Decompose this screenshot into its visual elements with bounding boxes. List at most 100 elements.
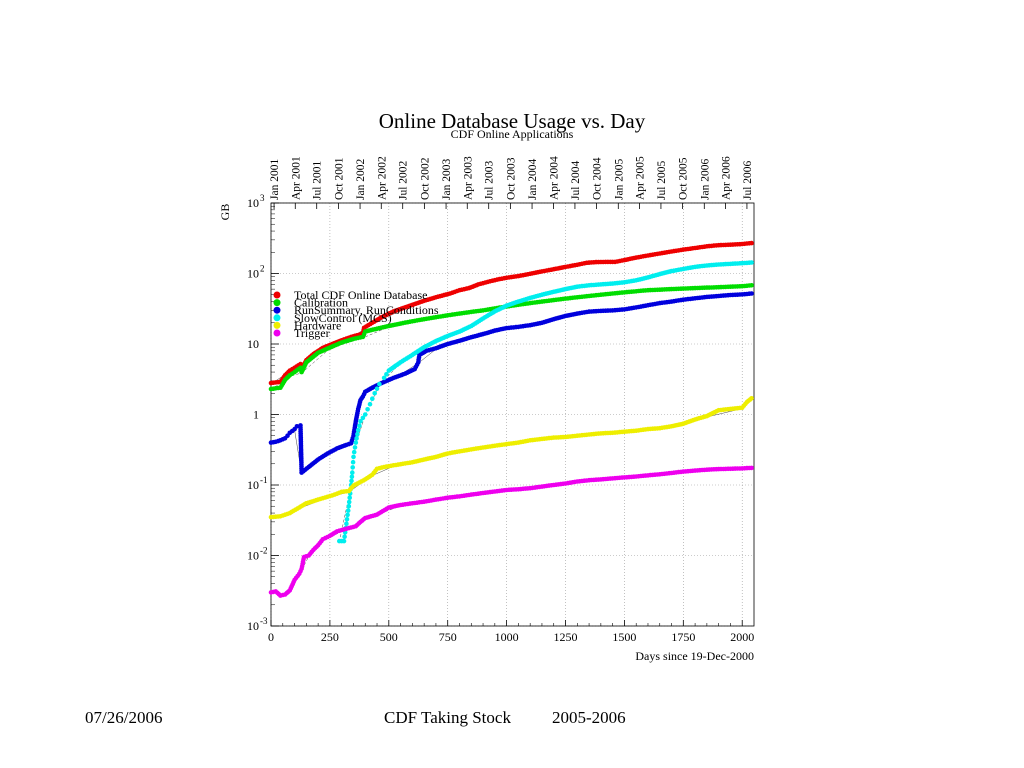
- y-tick-exponent: -2: [260, 546, 268, 556]
- top-axis-label: Jul 2001: [312, 160, 324, 200]
- series-3: [337, 260, 754, 544]
- data-point: [749, 396, 754, 401]
- top-axis-label: Apr 2003: [462, 156, 474, 200]
- top-axis-label: Jan 2004: [527, 159, 539, 200]
- top-axis-label: Oct 2003: [505, 157, 517, 200]
- data-point: [384, 372, 389, 377]
- data-point: [377, 381, 382, 387]
- data-point: [344, 517, 350, 522]
- legend-label: Total CDF Online Database: [294, 288, 427, 302]
- x-tick-label: 1000: [495, 630, 519, 644]
- top-axis-label: Jul 2005: [656, 160, 668, 200]
- x-tick-label: 250: [321, 630, 339, 644]
- data-point: [350, 465, 356, 470]
- data-point: [349, 478, 354, 484]
- x-tick-label: 2000: [730, 630, 754, 644]
- legend-marker: [273, 291, 281, 299]
- data-point: [350, 470, 355, 475]
- y-tick-exponent: 2: [260, 264, 265, 274]
- footer-date: 07/26/2006: [85, 708, 163, 727]
- data-point: [351, 454, 356, 460]
- x-tick-label: 1750: [671, 630, 695, 644]
- data-point: [374, 386, 380, 392]
- series-2: [268, 291, 754, 475]
- y-tick-label: 10: [247, 196, 259, 210]
- y-tick-label: 10: [247, 619, 259, 633]
- series-5: [268, 465, 754, 598]
- data-point: [372, 391, 378, 396]
- data-point: [346, 499, 352, 505]
- legend-marker: [273, 299, 281, 307]
- x-tick-label: 1500: [612, 630, 636, 644]
- plot-frame: [270, 202, 755, 627]
- data-point: [354, 436, 359, 441]
- legend-marker: [273, 321, 281, 329]
- data-point: [353, 440, 359, 445]
- footer-title: CDF Taking Stock: [384, 708, 511, 727]
- x-axis-label: Days since 19-Dec-2000: [635, 649, 754, 663]
- top-axis-label: Oct 2002: [419, 157, 431, 200]
- legend-label: Trigger: [294, 326, 330, 340]
- grid: [270, 202, 754, 627]
- data-point: [341, 538, 347, 544]
- y-tick-label: 10: [247, 337, 259, 351]
- data-point: [355, 427, 361, 433]
- top-axis-label: Jul 2003: [484, 160, 496, 200]
- legend-label: Hardware: [294, 318, 341, 332]
- top-axis-label: Jul 2006: [742, 160, 754, 200]
- data-point: [344, 521, 349, 526]
- data-point: [349, 474, 355, 480]
- x-tick-label: 500: [380, 630, 398, 644]
- data-point: [355, 432, 360, 437]
- top-axis-label: Apr 2006: [720, 156, 732, 200]
- top-axis-label: Apr 2001: [290, 156, 302, 200]
- data-point: [749, 291, 754, 296]
- y-tick-label: 10: [247, 478, 259, 492]
- chart-subtitle: CDF Online Applications: [451, 127, 574, 141]
- top-axis-label: Jan 2006: [699, 159, 711, 200]
- data-points: [268, 240, 754, 598]
- data-point: [749, 260, 754, 265]
- data-point: [345, 508, 351, 513]
- data-point: [749, 465, 754, 471]
- data-point: [370, 396, 375, 402]
- data-point: [342, 534, 347, 539]
- data-point: [358, 419, 363, 424]
- data-point: [352, 445, 358, 450]
- top-axis-label: Apr 2005: [634, 156, 646, 200]
- chart-title: Online Database Usage vs. Day: [379, 109, 646, 133]
- top-axis-label: Apr 2002: [376, 156, 388, 200]
- top-axis-label: Oct 2004: [592, 157, 604, 200]
- top-axis-label: Apr 2004: [548, 156, 560, 200]
- y-tick-exponent: -1: [260, 475, 268, 485]
- y-tick-exponent: -3: [260, 616, 268, 626]
- data-point: [346, 503, 352, 509]
- y-axis-label: GB: [218, 204, 232, 221]
- data-point: [749, 283, 754, 288]
- x-tick-label: 1250: [554, 630, 578, 644]
- y-tick-label: 10: [247, 267, 259, 281]
- legend-label: RunSummary, RunConditions: [294, 303, 439, 317]
- data-point: [347, 495, 353, 501]
- data-point: [362, 412, 368, 417]
- top-axis-label: Jul 2004: [570, 160, 582, 200]
- legend-marker: [273, 314, 281, 322]
- data-point: [350, 459, 356, 465]
- footer-years: 2005-2006: [552, 708, 626, 727]
- data-point: [294, 424, 300, 429]
- legend-marker: [273, 306, 281, 314]
- top-axis-label: Jul 2002: [398, 160, 410, 200]
- top-axis-label: Jan 2003: [441, 159, 453, 200]
- legend: Total CDF Online DatabaseCalibrationRunS…: [273, 288, 439, 340]
- top-axis-label: Jan 2001: [269, 159, 281, 200]
- series-0: [268, 240, 754, 386]
- data-point: [381, 375, 387, 381]
- top-axis-label: Jan 2002: [355, 159, 367, 200]
- x-tick-label: 750: [439, 630, 457, 644]
- data-point: [357, 423, 362, 429]
- x-tick-label: 0: [268, 630, 274, 644]
- fit-curve: [270, 399, 752, 519]
- data-point: [749, 240, 754, 246]
- data-point: [367, 401, 373, 407]
